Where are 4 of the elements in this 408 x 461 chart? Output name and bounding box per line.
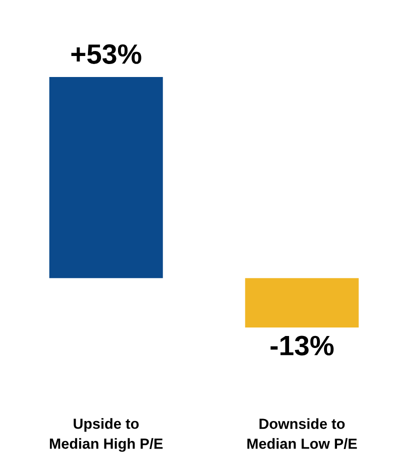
- data-label: -13%: [270, 336, 334, 356]
- x-tick-label: Downside to Median Low P/E: [247, 418, 357, 450]
- data-label: +53%: [71, 44, 142, 64]
- x-tick-label: Upside to Median High P/E: [50, 418, 163, 452]
